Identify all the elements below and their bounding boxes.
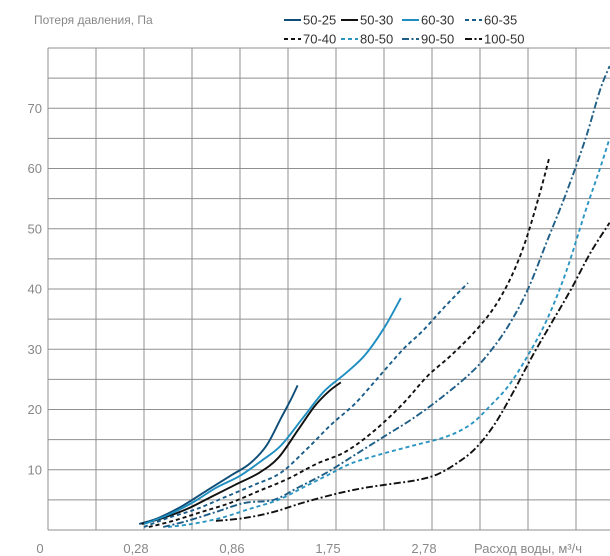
y-tick-label: 10 xyxy=(28,462,42,477)
legend-label-100-50: 100-50 xyxy=(484,32,524,47)
x-tick-label: 0,86 xyxy=(219,541,244,556)
y-tick-label: 50 xyxy=(28,221,42,236)
series-line-80-50 xyxy=(167,138,610,528)
legend: 50-25 50-30 60-30 60-35 70-40 80-50 90-50 100-5… xyxy=(284,13,524,47)
x-tick-label: 0,28 xyxy=(123,541,148,556)
legend-label-50-30: 50-30 xyxy=(360,13,393,28)
legend-label-60-30: 60-30 xyxy=(421,13,454,28)
series-line-70-40 xyxy=(148,156,551,528)
x-tick-label: 2,78 xyxy=(411,541,436,556)
x-axis-title: Расход воды, м³/ч xyxy=(474,541,582,556)
legend-label-50-25: 50-25 xyxy=(303,13,336,28)
legend-label-60-35: 60-35 xyxy=(484,13,517,28)
legend-label-90-50: 90-50 xyxy=(421,32,454,47)
y-tick-label: 30 xyxy=(28,342,42,357)
y-axis-title: Потеря давления, Па xyxy=(34,13,153,27)
series-lines xyxy=(138,65,610,528)
series-line-50-30 xyxy=(141,381,342,525)
series-line-60-35 xyxy=(143,282,469,528)
series-line-100-50 xyxy=(215,222,610,522)
y-tick-label: 20 xyxy=(28,402,42,417)
series-line-60-30 xyxy=(143,297,402,525)
y-tick-label: 40 xyxy=(28,282,42,297)
x-tick-label: 1,75 xyxy=(315,541,340,556)
series-line-50-25 xyxy=(138,384,299,525)
grid xyxy=(47,47,610,531)
x-tick-label: 0 xyxy=(36,541,43,556)
y-tick-label: 70 xyxy=(28,101,42,116)
legend-label-70-40: 70-40 xyxy=(303,32,336,47)
y-tick-label: 60 xyxy=(28,161,42,176)
series-line-90-50 xyxy=(162,65,610,528)
legend-label-80-50: 80-50 xyxy=(360,32,393,47)
tick-labels: 10 20 30 40 50 60 70 0 0,28 0,86 1,75 2,78 xyxy=(28,101,437,556)
